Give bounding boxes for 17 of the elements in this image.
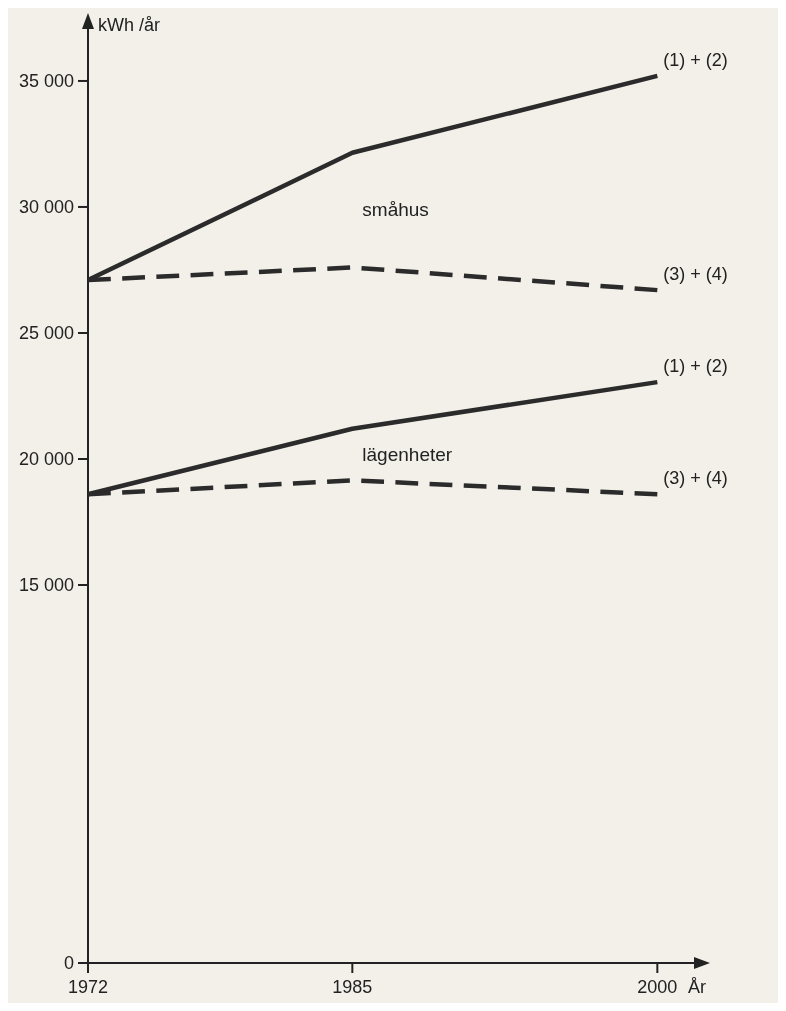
series-label: (1) + (2)	[663, 356, 728, 377]
x-axis-title: År	[688, 977, 707, 997]
y-tick-label: 20 000	[18, 448, 74, 469]
x-tick-label: 2000	[637, 977, 678, 997]
y-tick-label: 30 000	[18, 196, 74, 217]
y-tick-label: 25 000	[18, 322, 74, 343]
annotation: lägenheter	[362, 443, 453, 465]
series-label: (1) + (2)	[663, 49, 728, 70]
x-tick-label: 1985	[332, 977, 373, 997]
y-tick-label: 0	[63, 953, 74, 973]
annotation: småhus	[362, 199, 429, 221]
y-axis-title: kWh /år	[98, 15, 161, 35]
series-label: (3) + (4)	[663, 264, 728, 285]
y-tick-label: 15 000	[18, 574, 74, 595]
series-label: (3) + (4)	[663, 468, 728, 489]
x-tick-label: 1972	[67, 977, 109, 997]
y-tick-label: 35 000	[18, 70, 74, 91]
